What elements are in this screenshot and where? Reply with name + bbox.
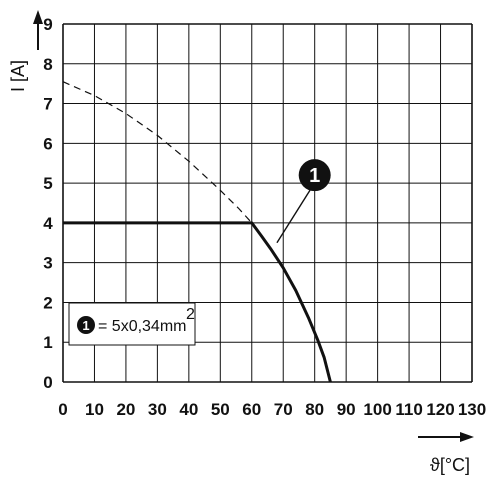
y-tick-labels: 0 1 2 3 4 5 6 7 8 9 [43, 15, 53, 392]
x-axis-arrowhead [460, 432, 474, 442]
series-dashed-curve [62, 81, 253, 224]
x-tick-label: 50 [211, 400, 230, 419]
x-tick-label: 20 [116, 400, 135, 419]
y-tick-label: 2 [43, 293, 52, 312]
y-axis-label: I [A] [8, 60, 28, 92]
y-tick-label: 8 [43, 55, 52, 74]
curves [62, 81, 332, 383]
y-tick-label: 6 [43, 134, 52, 153]
x-axis-label: ϑ[°C] [430, 455, 470, 475]
series-solid-curve [63, 221, 332, 383]
legend: 1 = 5x0,34mm 2 [68, 302, 196, 346]
legend-marker [77, 316, 95, 334]
y-tick-label: 0 [43, 373, 52, 392]
x-tick-label: 60 [242, 400, 261, 419]
x-tick-label: 70 [274, 400, 293, 419]
y-tick-label: 9 [43, 15, 52, 34]
y-tick-label: 1 [43, 333, 52, 352]
legend-marker-label: 1 [82, 318, 89, 333]
annotation-leader-line [276, 188, 312, 244]
x-tick-label: 130 [458, 400, 486, 419]
annotation-marker [298, 159, 331, 192]
x-tick-label: 100 [363, 400, 391, 419]
x-tick-label: 40 [179, 400, 198, 419]
annotation-marker-label: 1 [309, 165, 320, 187]
grid [62, 23, 473, 383]
x-tick-label: 30 [148, 400, 167, 419]
y-tick-label: 7 [43, 95, 52, 114]
y-tick-label: 4 [43, 214, 53, 233]
x-tick-label: 0 [58, 400, 67, 419]
x-tick-label: 110 [395, 400, 422, 419]
x-tick-label: 90 [337, 400, 356, 419]
y-axis-arrowhead [33, 10, 43, 24]
legend-text: = 5x0,34mm [98, 318, 186, 335]
x-tick-labels: 0 10 20 30 40 50 60 70 80 90 100 110 120 130 [58, 400, 486, 419]
legend-superscript: 2 [186, 306, 195, 323]
x-tick-label: 10 [85, 400, 104, 419]
x-tick-label: 80 [305, 400, 324, 419]
y-tick-label: 3 [43, 254, 52, 273]
x-tick-label: 120 [426, 400, 454, 419]
y-tick-label: 5 [43, 174, 52, 193]
